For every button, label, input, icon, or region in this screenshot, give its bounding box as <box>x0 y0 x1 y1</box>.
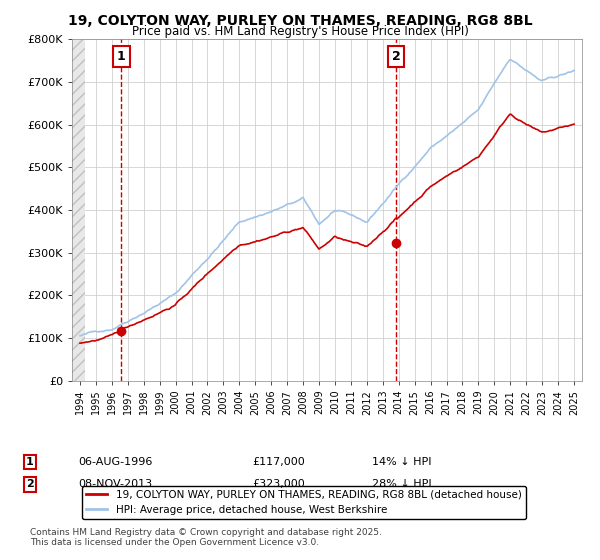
Legend: 19, COLYTON WAY, PURLEY ON THAMES, READING, RG8 8BL (detached house), HPI: Avera: 19, COLYTON WAY, PURLEY ON THAMES, READI… <box>82 486 526 519</box>
Text: 28% ↓ HPI: 28% ↓ HPI <box>372 479 431 489</box>
Text: 08-NOV-2013: 08-NOV-2013 <box>78 479 152 489</box>
Text: 06-AUG-1996: 06-AUG-1996 <box>78 457 152 467</box>
Text: 19, COLYTON WAY, PURLEY ON THAMES, READING, RG8 8BL: 19, COLYTON WAY, PURLEY ON THAMES, READI… <box>68 14 532 28</box>
Text: 2: 2 <box>392 50 401 63</box>
Text: 1: 1 <box>26 457 34 467</box>
Text: Price paid vs. HM Land Registry's House Price Index (HPI): Price paid vs. HM Land Registry's House … <box>131 25 469 38</box>
Text: £117,000: £117,000 <box>252 457 305 467</box>
Text: £323,000: £323,000 <box>252 479 305 489</box>
Text: 14% ↓ HPI: 14% ↓ HPI <box>372 457 431 467</box>
Text: Contains HM Land Registry data © Crown copyright and database right 2025.
This d: Contains HM Land Registry data © Crown c… <box>30 528 382 547</box>
Text: 1: 1 <box>117 50 126 63</box>
Text: 2: 2 <box>26 479 34 489</box>
